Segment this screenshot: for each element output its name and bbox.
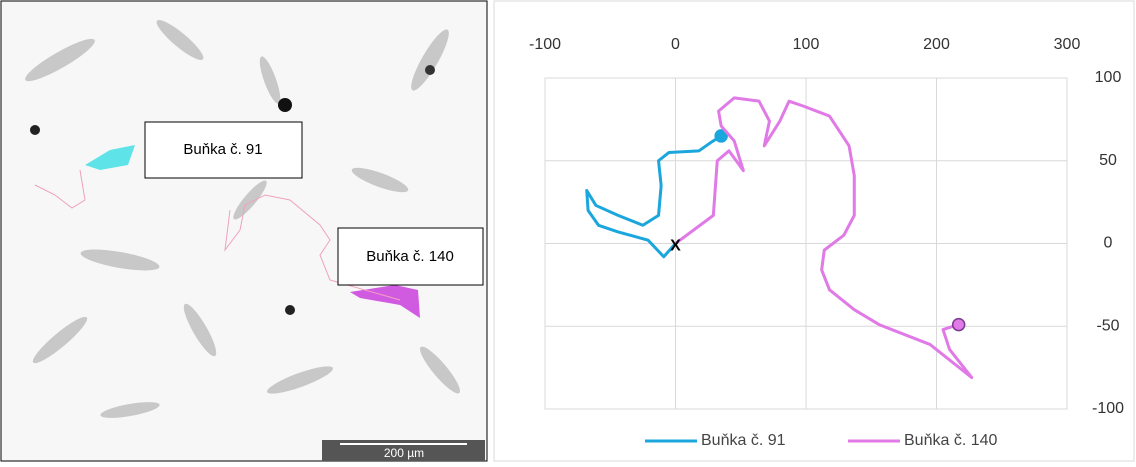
end-point [953,319,965,331]
x-tick-label: 100 [793,36,820,53]
legend-label: Buňka č. 140 [904,432,998,449]
y-tick-label: -100 [1092,400,1124,417]
chart-area [494,1,1134,461]
cell-label: Buňka č. 91 [183,141,262,158]
cell-label: Buňka č. 140 [366,248,454,265]
x-tick-label: 300 [1054,36,1081,53]
y-tick-label: 50 [1099,152,1117,169]
page: Buňka č. 91 Buňka č. 140 200 µm -100 0 100… [0,0,1136,462]
x-tick-label: -100 [529,36,561,53]
y-tick-label: 0 [1104,235,1113,252]
legend-label: Buňka č. 91 [701,432,786,449]
y-tick-label: 100 [1095,69,1122,86]
microscope-image: Buňka č. 91 Buňka č. 140 200 µm [1,1,487,461]
x-tick-label: 0 [671,36,680,53]
scale-bar-label: 200 µm [384,446,424,460]
origin-marker: X [670,238,681,255]
y-tick-label: -50 [1096,317,1119,334]
x-tick-label: 200 [923,36,950,53]
